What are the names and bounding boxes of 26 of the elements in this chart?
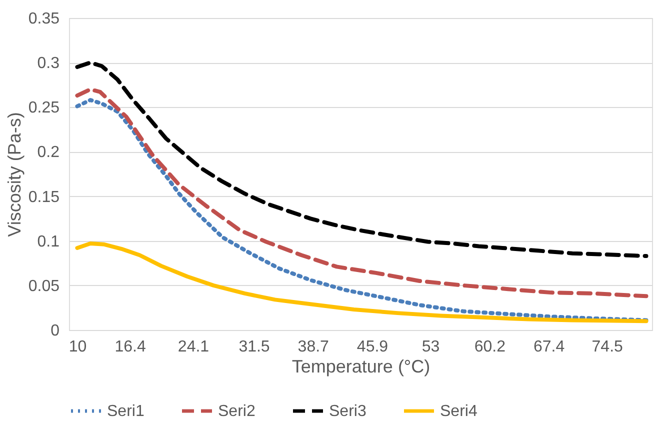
y-tick-label: 0.2	[37, 144, 60, 162]
x-tick-label: 74.5	[592, 338, 624, 356]
x-tick-label: 31.5	[238, 338, 270, 356]
legend-label: Seri1	[107, 403, 144, 420]
line-series	[75, 242, 648, 324]
line-series	[75, 60, 648, 258]
x-tick-label: 38.7	[298, 338, 330, 356]
y-tick-label: 0.1	[37, 233, 60, 250]
legend-label: Seri4	[440, 403, 478, 420]
y-tick-label: 0.25	[28, 100, 60, 117]
y-axis-title: Viscosity (Pa-s)	[4, 112, 24, 237]
x-axis-title: Temperature (°C)	[292, 356, 430, 376]
y-tick-label: 0.3	[37, 55, 60, 72]
x-tick-label: 53	[422, 338, 440, 356]
x-tick-label: 67.4	[533, 338, 565, 356]
y-tick-label: 0	[50, 322, 60, 340]
x-tick-label: 45.9	[356, 338, 388, 356]
x-tick-label: 16.4	[114, 338, 146, 356]
x-tick-label: 60.2	[474, 338, 506, 356]
legend-label: Seri3	[329, 403, 366, 420]
x-tick-label: 24.1	[178, 338, 210, 356]
legend-label: Seri2	[218, 403, 256, 420]
y-tick-label: 0.35	[28, 10, 60, 28]
y-tick-label: 0.15	[28, 188, 60, 206]
y-tick-label: 0.05	[28, 278, 60, 295]
x-tick-label: 10	[68, 338, 87, 356]
